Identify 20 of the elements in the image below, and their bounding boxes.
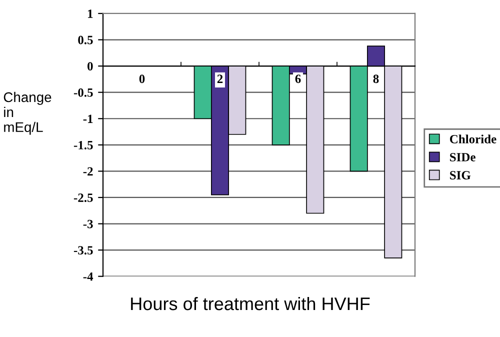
y-tick-label: -3.5 xyxy=(74,246,93,255)
y-tick-label: 0.5 xyxy=(78,36,93,44)
x-tick-label: 2 xyxy=(217,74,223,83)
legend-label: SIG xyxy=(450,171,471,180)
x-axis-title: Hours of treatment with HVHF xyxy=(131,296,370,310)
x-tick-label: 6 xyxy=(295,74,301,84)
legend-label: Chloride xyxy=(450,134,496,144)
y-axis-title: Change in mEq/L xyxy=(4,92,52,135)
x-tick-label: 8 xyxy=(373,74,379,84)
x-tick-label: 0 xyxy=(139,74,145,84)
legend-label: SIDe xyxy=(450,153,476,162)
y-tick-label: -3 xyxy=(83,220,93,228)
y-tick-label: -0.5 xyxy=(74,88,93,97)
y-tick-label: 1 xyxy=(88,10,93,18)
y-tick-label: -1 xyxy=(83,114,93,123)
y-tick-label: -2 xyxy=(83,167,93,176)
y-tick-label: -1.5 xyxy=(74,140,93,150)
y-tick-label: 0 xyxy=(88,62,93,71)
y-tick-label: -2.5 xyxy=(74,194,93,202)
y-tick-label: -4 xyxy=(83,272,94,281)
